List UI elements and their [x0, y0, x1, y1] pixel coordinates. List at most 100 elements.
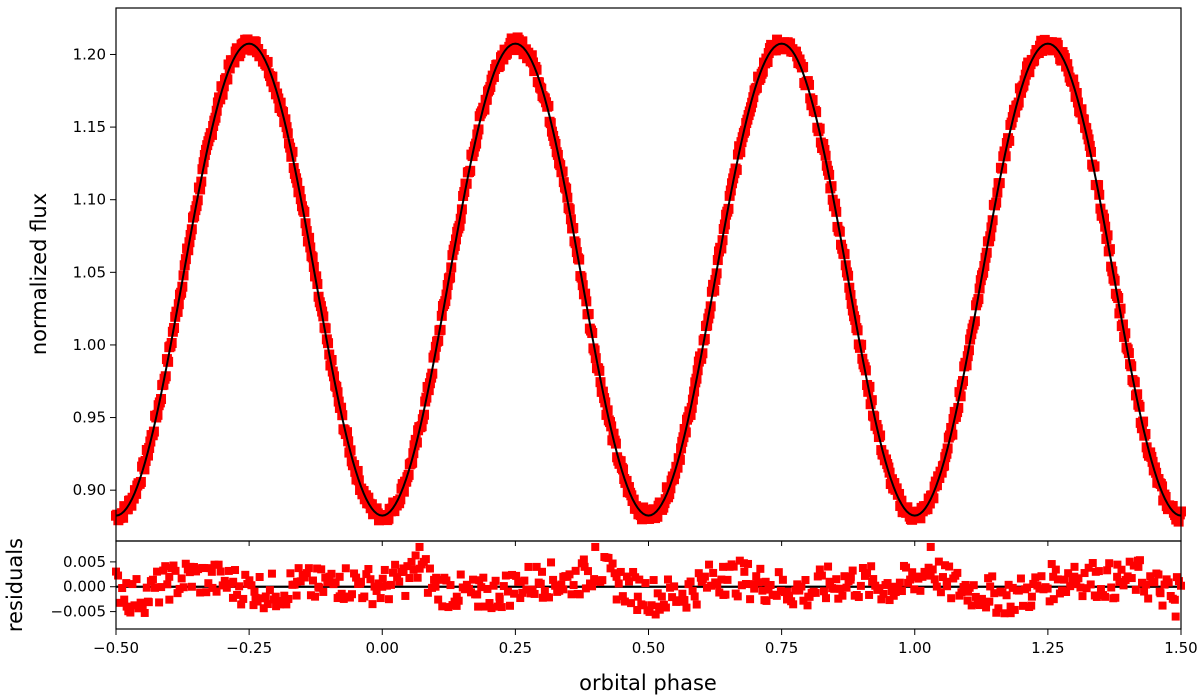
residual-point	[938, 573, 947, 582]
residual-point	[364, 565, 373, 574]
residual-point	[661, 603, 670, 612]
residual-point	[1170, 595, 1179, 604]
residual-point	[918, 572, 927, 581]
residual-point	[793, 580, 802, 589]
light-curve-point	[672, 462, 683, 473]
residual-point	[413, 573, 422, 582]
residual-point	[719, 562, 728, 571]
residual-point	[631, 573, 640, 582]
residual-point	[1053, 575, 1062, 584]
light-curve-point	[875, 430, 886, 441]
residual-point	[653, 589, 662, 598]
residual-point	[752, 572, 761, 581]
light-curve-point	[747, 97, 758, 108]
residual-point	[257, 594, 266, 603]
light-curve-point	[311, 271, 322, 282]
y-tick-label: 0.95	[73, 409, 106, 427]
residual-point	[559, 572, 568, 581]
residual-point	[241, 570, 250, 579]
light-curve-point	[494, 60, 505, 71]
residuals-points	[112, 542, 1185, 621]
residual-point	[122, 602, 131, 611]
residual-point	[633, 592, 642, 601]
residual-point	[116, 598, 125, 607]
residual-point	[501, 571, 510, 580]
residual-point	[140, 608, 149, 617]
residual-point	[707, 581, 716, 590]
residual-point	[569, 581, 578, 590]
light-curve-point	[403, 469, 414, 480]
light-curve-point	[685, 409, 696, 420]
residual-point	[1092, 592, 1101, 601]
residual-point	[378, 582, 387, 591]
residual-point	[405, 574, 414, 583]
residual-point	[1115, 577, 1124, 586]
residual-point	[1047, 560, 1056, 569]
residual-point	[686, 577, 695, 586]
residual-point	[481, 602, 490, 611]
light-curve-point	[488, 71, 499, 82]
residual-point	[756, 564, 765, 573]
light-curve-point	[608, 428, 619, 439]
light-curve-point	[139, 464, 150, 475]
residual-point	[733, 592, 742, 601]
residual-point	[1096, 585, 1105, 594]
x-tick-label: 0.50	[632, 639, 665, 657]
light-curve-point	[735, 147, 746, 158]
light-curve-point	[751, 82, 762, 93]
residual-point	[153, 567, 162, 576]
residual-point	[253, 597, 262, 606]
residual-point	[1146, 572, 1155, 581]
residual-point	[384, 595, 393, 604]
light-curve-point	[1129, 377, 1140, 388]
residual-point	[571, 566, 580, 575]
residual-point	[208, 583, 217, 592]
residual-point	[998, 588, 1007, 597]
residual-point	[778, 575, 787, 584]
residual-point	[1127, 574, 1136, 583]
x-tick-label: −0.50	[93, 639, 139, 657]
residual-point	[1070, 572, 1079, 581]
residual-point	[161, 562, 170, 571]
residual-point	[1101, 592, 1110, 601]
residual-point	[906, 575, 915, 584]
residual-point	[389, 568, 398, 577]
light-curve-point	[615, 456, 626, 467]
residual-point	[530, 589, 539, 598]
x-axis-label: orbital phase	[579, 671, 717, 695]
residual-point	[549, 575, 558, 584]
residual-point	[879, 589, 888, 598]
residual-point	[114, 571, 123, 580]
residuals-x-ticks: −0.50 −0.25 0.00 0.25 0.50 0.75 1.00 1.25 1.50	[93, 629, 1198, 657]
light-curve-point	[242, 34, 253, 45]
residual-point	[967, 601, 976, 610]
residual-point	[155, 598, 164, 607]
residual-point	[692, 600, 701, 609]
residual-point	[347, 590, 356, 599]
residual-point	[1049, 595, 1058, 604]
residual-point	[452, 592, 461, 601]
residual-point	[331, 578, 340, 587]
light-curve-point	[526, 50, 537, 61]
residual-point	[120, 595, 129, 604]
residual-point	[1000, 609, 1009, 618]
residual-point	[1027, 592, 1036, 601]
residual-point	[963, 596, 972, 605]
residual-point	[750, 584, 759, 593]
residual-point	[212, 587, 221, 596]
residual-point	[401, 591, 410, 600]
residual-point	[822, 594, 830, 603]
residual-point	[1018, 601, 1027, 610]
light-curve-point	[262, 56, 273, 67]
residual-point	[339, 594, 348, 603]
residual-point	[1134, 562, 1143, 571]
residual-point	[932, 582, 941, 591]
residual-point	[1043, 584, 1052, 593]
residual-point	[575, 590, 584, 599]
light-curve-point	[1132, 389, 1143, 400]
residual-point	[134, 604, 143, 613]
residual-point	[565, 570, 574, 579]
residual-point	[436, 575, 445, 584]
light-curve-point	[395, 494, 406, 505]
light-curve-point	[896, 495, 907, 506]
